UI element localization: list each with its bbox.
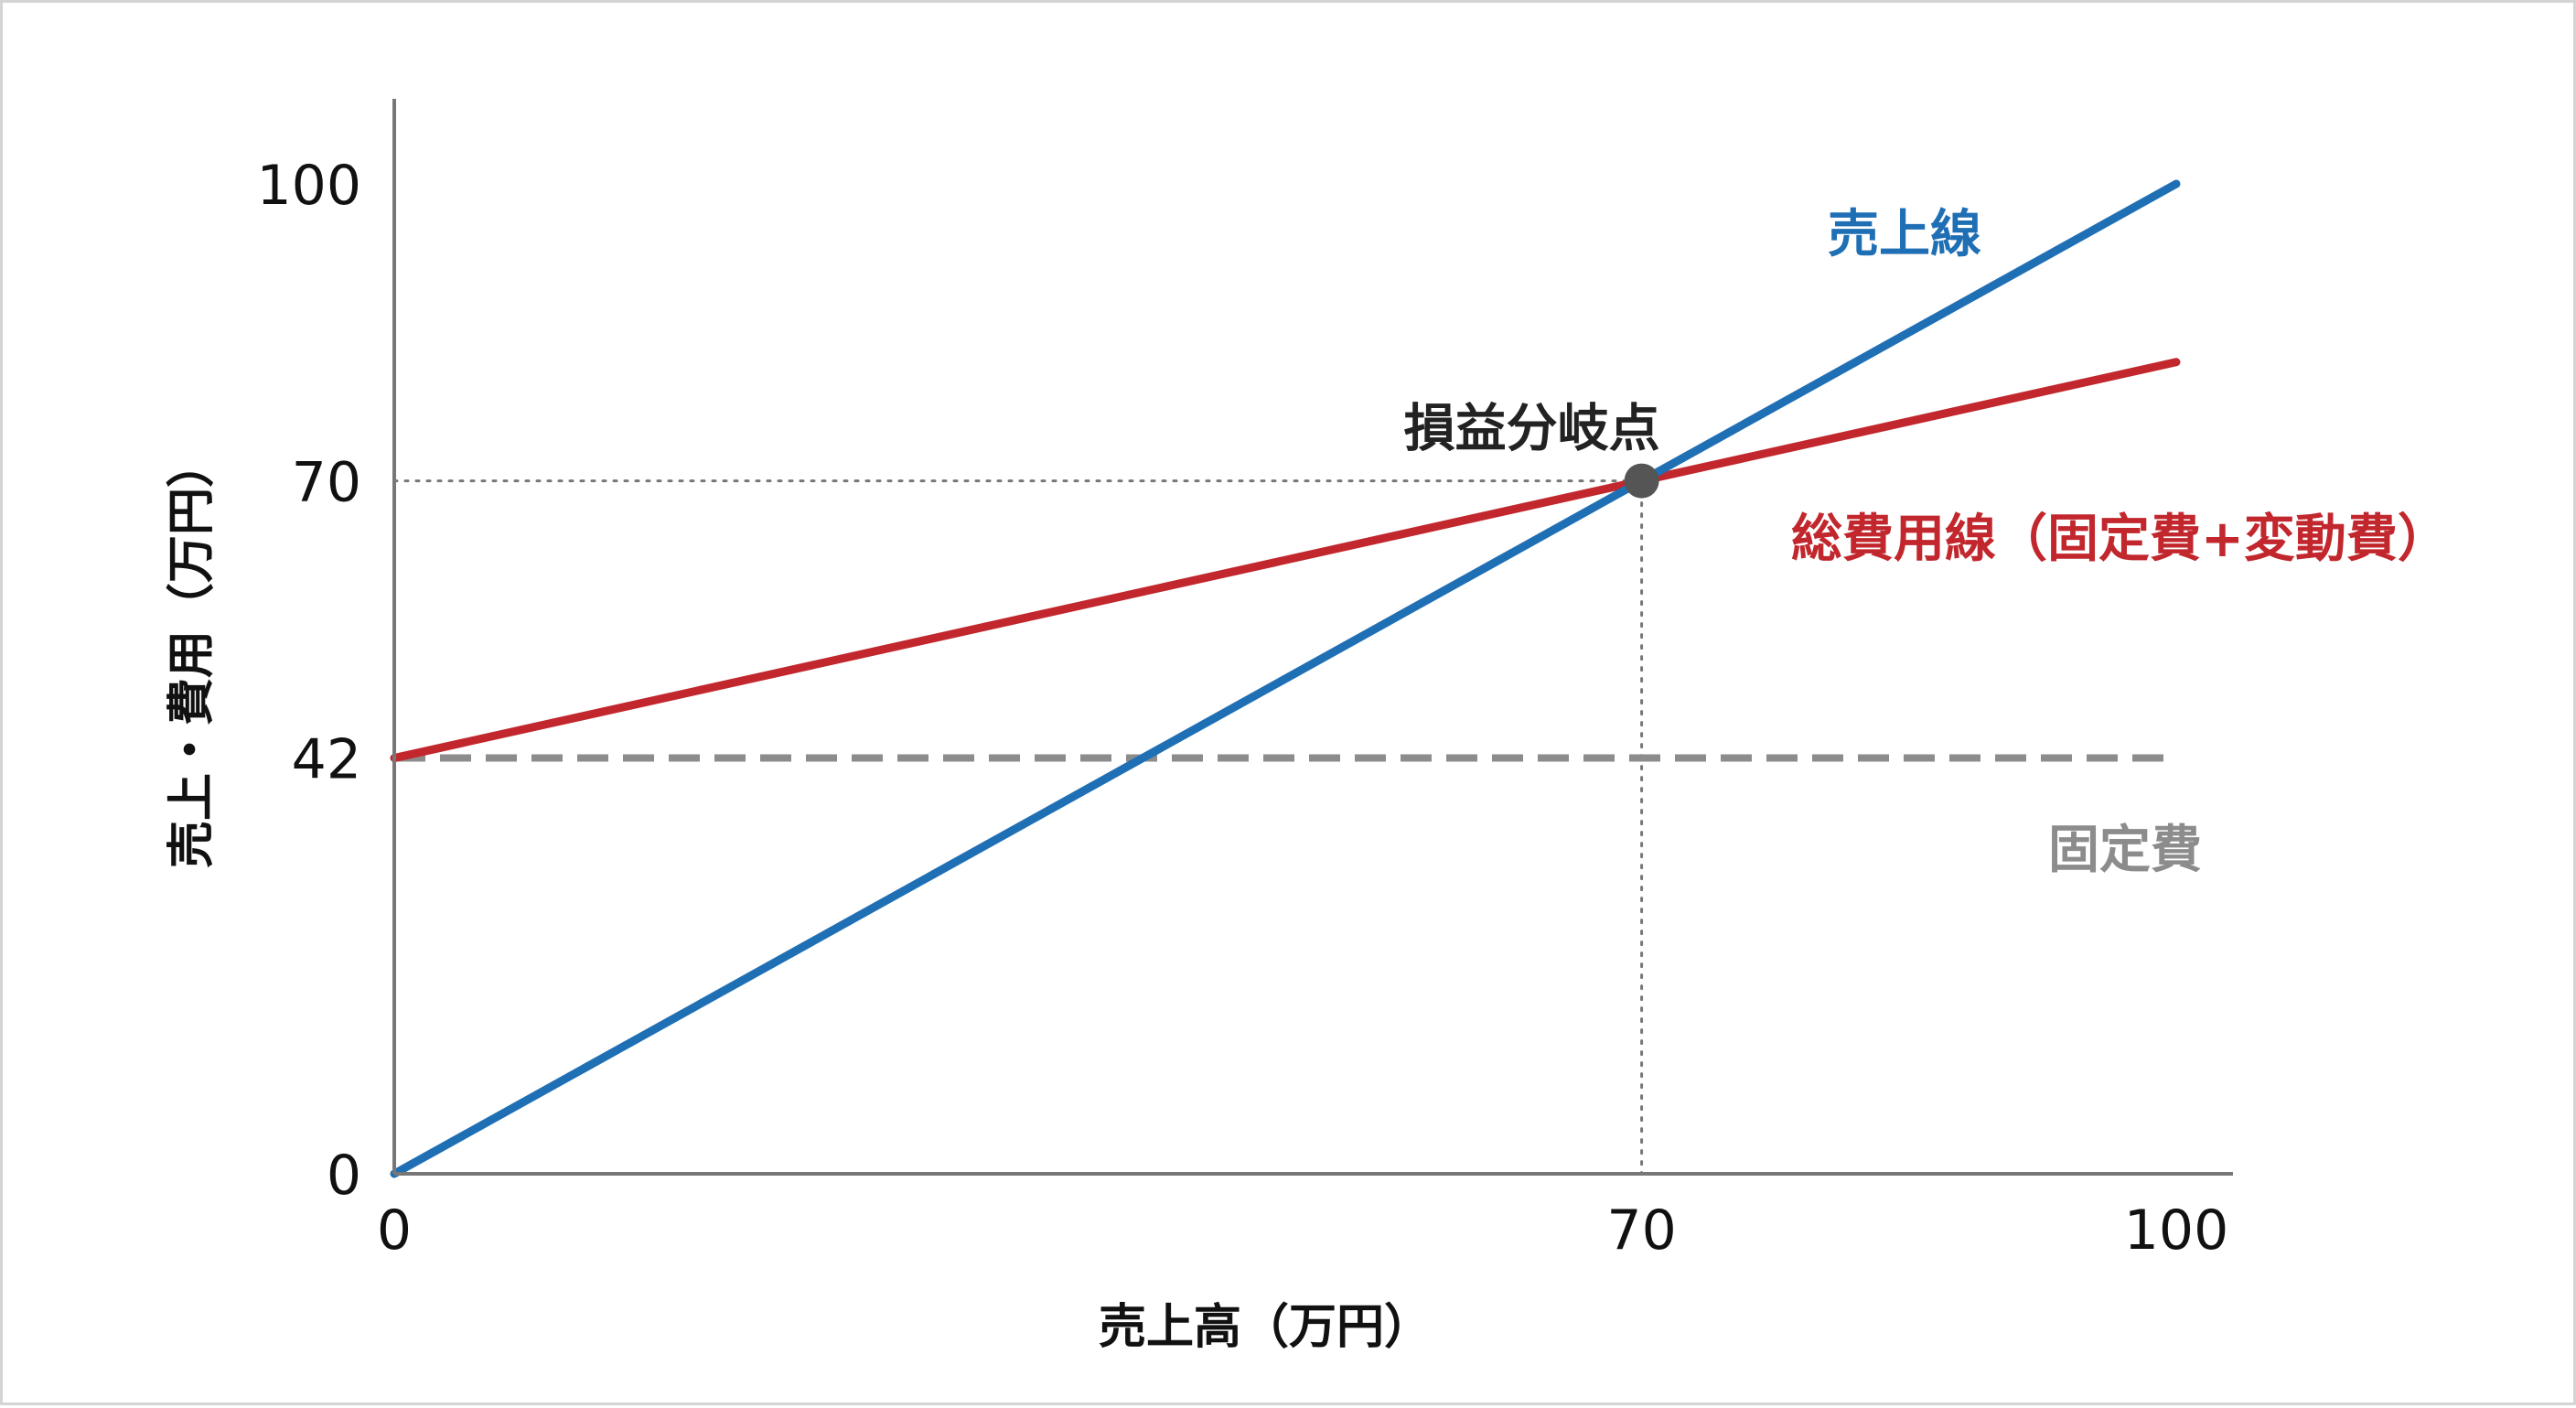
y-tick-label: 70 bbox=[292, 451, 361, 515]
series-label-fixed-cost: 固定費 bbox=[2048, 821, 2202, 880]
break-even-point-marker bbox=[1624, 463, 1659, 499]
x-tick-label: 100 bbox=[2124, 1198, 2229, 1263]
y-tick-label: 42 bbox=[292, 728, 361, 792]
y-axis-title: 売上・費用（万円） bbox=[165, 440, 220, 868]
series-line-total-cost bbox=[390, 358, 2181, 763]
x-tick-label: 70 bbox=[1606, 1198, 1676, 1263]
break-even-point-label: 損益分岐点 bbox=[1404, 400, 1660, 459]
series-label-total-cost: 総費用線（固定費+変動費） bbox=[1791, 510, 2449, 569]
y-tick-label: 0 bbox=[327, 1144, 361, 1208]
x-tick-label: 0 bbox=[377, 1198, 412, 1263]
break-even-chart: 0 42 70 100 0 70 100 売上高（万円） 売上・費用（万円） 売… bbox=[165, 99, 2449, 1355]
x-axis-title: 売上高（万円） bbox=[1099, 1300, 1432, 1355]
series-line-sales bbox=[390, 179, 2181, 1178]
series-label-sales: 売上線 bbox=[1828, 205, 1981, 264]
y-tick-label: 100 bbox=[256, 154, 361, 218]
